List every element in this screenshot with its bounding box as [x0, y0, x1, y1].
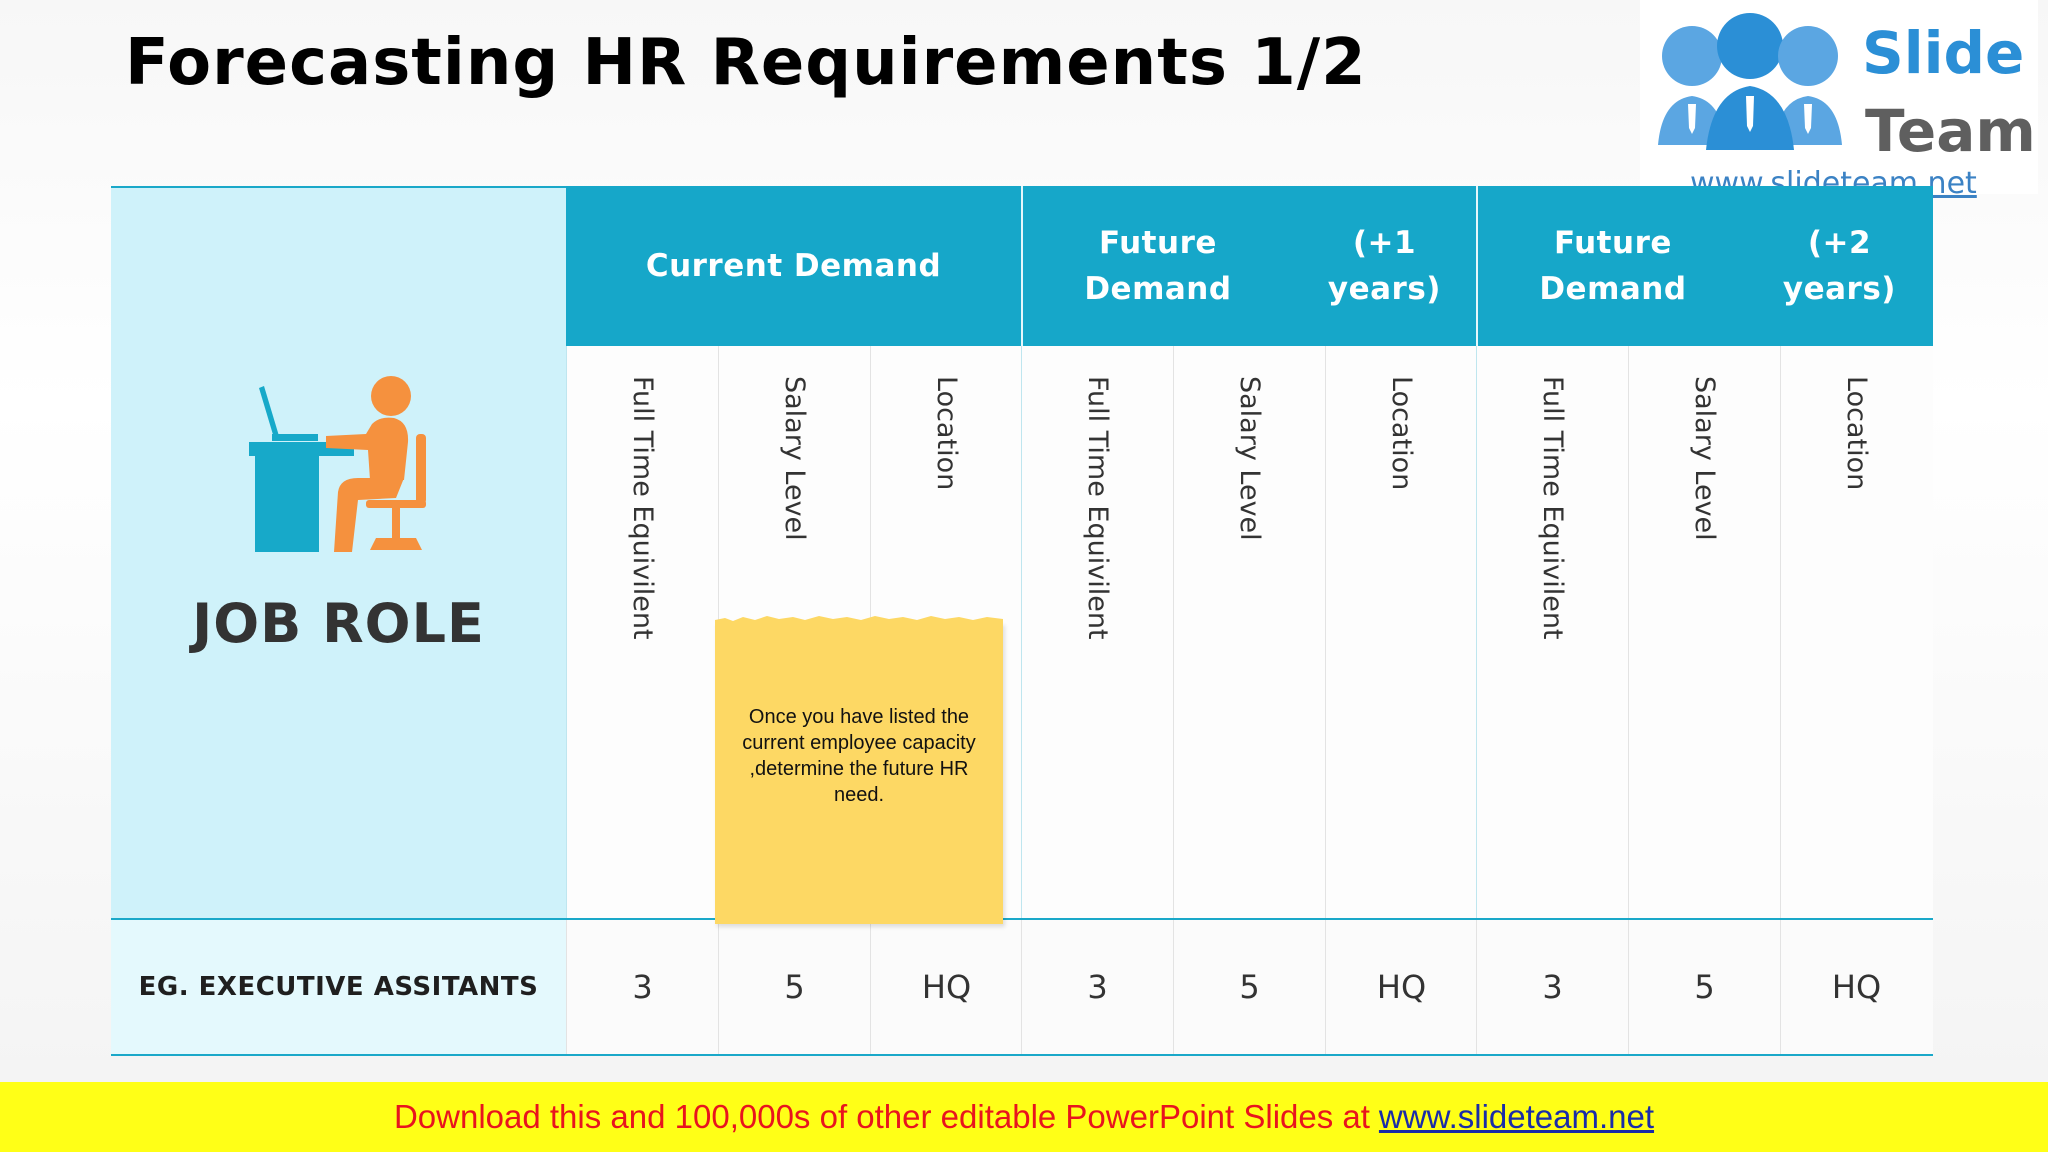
column-header-label: Location [1386, 376, 1417, 491]
column-header: Full Time Equivilent [1476, 346, 1628, 918]
table-cell: HQ [1780, 920, 1932, 1054]
demand-header-band: Current Demand Future Demand (+1 years) F… [566, 186, 1933, 346]
person-at-desk-icon [249, 376, 426, 552]
table-cell: HQ [1325, 920, 1477, 1054]
column-header: Location [1780, 346, 1932, 918]
column-header-label: Location [1841, 376, 1872, 491]
logo-word-team: Team [1865, 97, 2036, 165]
download-banner: Download this and 100,000s of other edit… [0, 1082, 2048, 1152]
column-header-label: Salary Level [1689, 376, 1720, 541]
table-cell: 5 [718, 920, 870, 1054]
hr-requirements-table: JOB ROLE Current Demand Future Demand (+1… [111, 186, 1933, 1056]
people-group-icon [1658, 13, 1842, 150]
row-label: EG. EXECUTIVE ASSITANTS [111, 920, 566, 1054]
download-banner-text: Download this and 100,000s of other edit… [393, 1098, 1370, 1135]
row-values: 3 5 HQ 3 5 HQ 3 5 HQ [566, 920, 1933, 1054]
download-banner-link[interactable]: www.slideteam.net [1378, 1098, 1655, 1135]
column-header-label: Salary Level [779, 376, 810, 541]
job-role-header-cell: JOB ROLE [111, 186, 566, 918]
column-header: Full Time Equivilent [566, 346, 718, 918]
torn-edge [715, 616, 1003, 626]
slide-title: Forecasting HR Requirements 1/2 [125, 26, 1367, 100]
column-header-label: Salary Level [1234, 376, 1265, 541]
table-row: EG. EXECUTIVE ASSITANTS 3 5 HQ 3 5 HQ 3 … [111, 918, 1933, 1056]
table-cell: 3 [1021, 920, 1173, 1054]
column-header: Salary Level [1628, 346, 1780, 918]
column-header: Location [1325, 346, 1477, 918]
slideteam-logo[interactable]: Slide Team www.slideteam.net [1640, 0, 2038, 201]
logo-word-slide: Slide [1862, 19, 2025, 87]
column-header-label: Location [931, 376, 962, 491]
job-role-label: JOB ROLE [192, 592, 485, 655]
sticky-note: Once you have listed the current employe… [715, 616, 1003, 924]
table-cell: 3 [1476, 920, 1628, 1054]
current-demand-header: Current Demand [645, 247, 942, 284]
column-header-label: Full Time Equivilent [627, 376, 658, 640]
table-cell: 5 [1628, 920, 1780, 1054]
table-cell: 5 [1173, 920, 1325, 1054]
future-demand-1-header: Future Demand (+1 years) [1021, 186, 1476, 346]
table-cell: 3 [566, 920, 718, 1054]
column-header-label: Full Time Equivilent [1537, 376, 1568, 640]
future-demand-2-header: Future Demand (+2 years) [1476, 186, 1931, 346]
column-header: Full Time Equivilent [1021, 346, 1173, 918]
column-header-label: Full Time Equivilent [1082, 376, 1113, 640]
table-cell: HQ [870, 920, 1022, 1054]
column-header: Salary Level [1173, 346, 1325, 918]
sticky-note-text: Once you have listed the current employe… [742, 706, 976, 806]
